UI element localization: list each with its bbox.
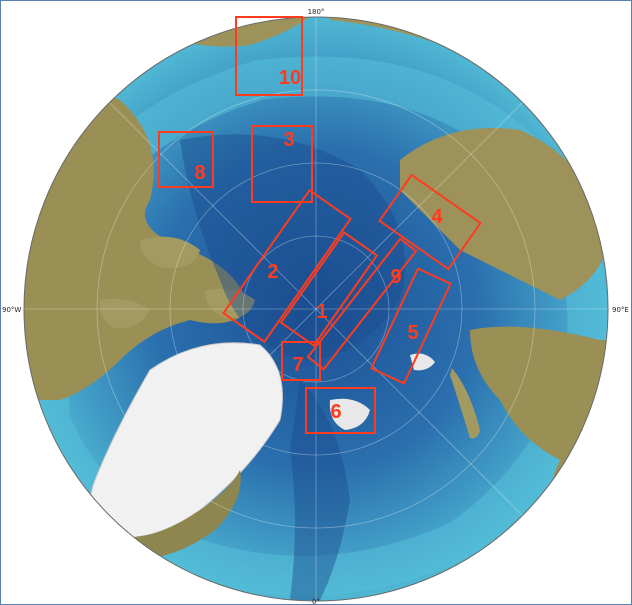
box-8-label: 8 xyxy=(194,162,205,184)
box-6 xyxy=(305,387,376,434)
map-rim xyxy=(23,16,609,602)
archipelago-island xyxy=(140,236,200,269)
box-10-label: 10 xyxy=(279,67,301,89)
box-8 xyxy=(158,131,214,188)
box-4-label: 4 xyxy=(431,206,443,228)
box-6-label: 6 xyxy=(330,401,341,423)
study-area-boxes xyxy=(158,16,482,434)
lon-label-top: 180° xyxy=(308,8,325,16)
box-10 xyxy=(235,16,303,96)
greenland-ice xyxy=(89,342,283,538)
box-9 xyxy=(306,237,418,371)
box-3 xyxy=(251,125,313,203)
box-7-label: 7 xyxy=(292,354,303,376)
lon-label-right: 90°E xyxy=(612,306,629,314)
box-1-label: 1 xyxy=(316,301,327,323)
box-5 xyxy=(370,267,452,385)
box-3-label: 3 xyxy=(283,129,294,151)
archipelago-island xyxy=(99,298,150,329)
box-5-label: 5 xyxy=(407,322,418,344)
lon-label-bottom: 0° xyxy=(312,598,320,605)
svalbard xyxy=(329,398,370,430)
novaya-zemlya xyxy=(450,368,480,439)
fram-strait-deep xyxy=(290,380,350,600)
graticule xyxy=(24,17,608,601)
box-2 xyxy=(222,188,352,344)
box-7 xyxy=(281,341,321,381)
lon-label-left: 90°W xyxy=(2,306,21,314)
box-1 xyxy=(279,231,379,347)
box-9-label: 9 xyxy=(390,266,401,288)
box-4 xyxy=(378,173,482,271)
box-2-label: 2 xyxy=(267,261,278,283)
